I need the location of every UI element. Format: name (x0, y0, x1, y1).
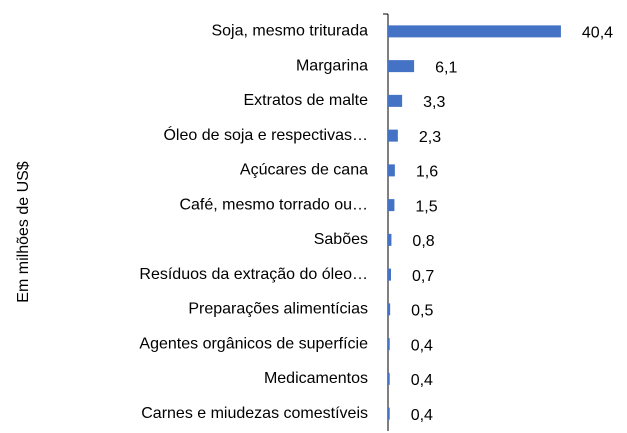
bar (388, 372, 390, 385)
axis-label: Em milhões de US$ (15, 161, 32, 302)
value-label: 0,4 (411, 372, 433, 389)
bar (388, 25, 561, 38)
category-label: Soja, mesmo triturada (211, 23, 368, 40)
bar (388, 94, 403, 107)
bar (388, 164, 395, 177)
bar (388, 60, 415, 73)
bar (388, 338, 390, 351)
value-label: 0,7 (412, 268, 434, 285)
category-label: Café, mesmo torrado ou… (179, 196, 368, 213)
value-label: 0,4 (411, 337, 433, 354)
value-label: 3,3 (423, 94, 445, 111)
value-label: 40,4 (582, 25, 613, 42)
bar (388, 233, 392, 246)
category-label: Agentes orgânicos de superfície (139, 335, 368, 352)
bar (388, 407, 390, 420)
category-label: Medicamentos (264, 370, 368, 387)
value-label: 1,5 (415, 198, 437, 215)
value-label: 2,3 (419, 129, 441, 146)
bar (388, 303, 391, 316)
value-label: 1,6 (416, 164, 438, 181)
category-label: Óleo de soja e respectivas… (163, 125, 368, 144)
bar (388, 129, 398, 142)
category-label: Açúcares de cana (240, 162, 368, 179)
value-label: 0,8 (412, 233, 434, 250)
category-label: Carnes e miudezas comestíveis (141, 405, 368, 422)
category-label: Resíduos da extração do óleo… (139, 266, 368, 283)
category-label: Preparações alimentícias (188, 301, 368, 318)
category-label: Sabões (314, 231, 368, 248)
value-label: 6,1 (435, 59, 457, 76)
value-label: 0,4 (411, 407, 433, 424)
value-label: 0,5 (411, 303, 433, 320)
category-label: Margarina (296, 57, 368, 74)
bar (388, 199, 395, 212)
category-label: Extratos de malte (244, 92, 369, 109)
bar (388, 268, 391, 281)
